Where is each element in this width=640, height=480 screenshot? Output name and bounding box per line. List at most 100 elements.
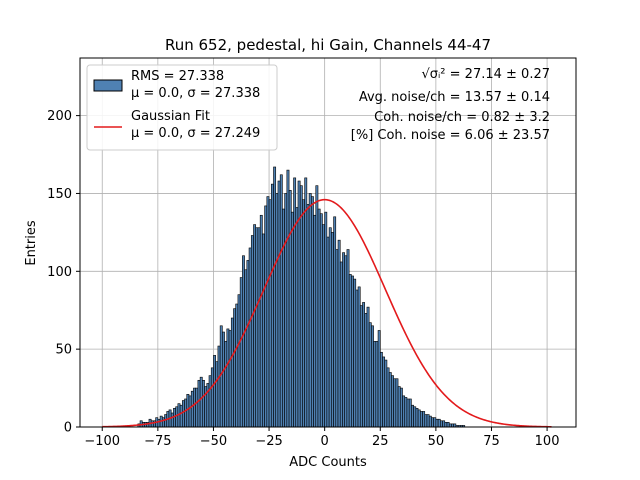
histogram-bar [299,185,303,428]
histogram-bar [377,330,381,428]
y-axis-label: Entries [24,220,39,266]
histogram-bar [359,305,363,428]
x-tick-label: 50 [428,434,445,449]
histogram-bar [331,232,334,428]
histogram-bar [275,193,279,428]
histogram-bar [437,418,441,428]
histogram-bar [368,322,372,428]
histogram-bar [179,404,183,428]
histogram-bar [315,185,319,428]
histogram-bar [222,331,225,428]
x-tick-label: −100 [84,434,120,449]
x-axis-label: ADC Counts [289,455,367,470]
histogram-bar [337,239,341,428]
histogram-bar [244,269,248,428]
histogram-bar [226,328,230,428]
histogram-bar [366,306,370,428]
histogram-bar [202,379,205,428]
annotation-coh-noise-label: Coh. noise/ch [374,110,462,125]
histogram-bar [424,414,428,428]
legend-histogram-label: RMS = 27.338 [131,69,224,84]
annotation-avg-noise-value: = 13.57 ± 0.14 [446,90,550,105]
histogram-bar [270,183,274,428]
histogram-bar [402,395,406,428]
histogram-bar [293,177,297,428]
histogram-bar [173,408,176,428]
histogram-bar [237,294,241,428]
histogram-bar [382,356,386,428]
histogram-bar [440,420,443,428]
histogram-bar [342,252,345,428]
histogram-bar [388,372,392,428]
histogram-bar [386,367,390,428]
histogram-bar [371,325,374,428]
chart-title: Run 652, pedestal, hi Gain, Channels 44-… [165,36,491,54]
x-tick-label: −25 [255,434,282,449]
x-tick-label: 75 [483,434,500,449]
histogram-bar [215,361,219,428]
histogram-bar [242,255,245,428]
histogram-bar [295,207,299,428]
annotation-box: √σᵢ² = 27.14 ± 0.27 Avg. noise/ch = 13.5… [351,67,550,143]
histogram-bar [190,390,194,428]
histogram-bar [264,205,268,428]
histogram-bar [335,249,339,428]
histogram-bar [433,417,437,428]
histogram-bar [266,196,270,428]
histogram-bar [286,169,290,428]
histogram-bar [348,274,352,428]
histogram-bar [228,330,232,428]
histogram-bar [333,216,337,428]
histogram-bar [170,412,174,428]
histogram-bar [375,341,379,428]
axis-ticks: −100 −75 −50 −25 0 25 50 75 100 0 50 100 150 200 [47,109,559,449]
annotation-coh-noise-value: = 0.82 ± 3.2 [462,110,550,125]
histogram-bar [233,308,236,428]
y-tick-label: 150 [47,187,72,202]
histogram-bar [426,414,430,428]
annotation-avg-noise: Avg. noise/ch = 13.57 ± 0.14 [359,90,550,105]
histogram-bar [328,227,332,428]
y-tick-label: 50 [55,343,72,358]
annotation-coh-noise-percent: [%] Coh. noise = 6.06 ± 23.57 [351,128,550,143]
histogram-bar [344,255,348,428]
histogram-bar [193,387,196,428]
histogram-bar [197,379,201,428]
x-tick-label: −75 [144,434,171,449]
histogram-bar [373,341,377,428]
histogram-bar [324,211,328,428]
x-tick-label: 25 [372,434,389,449]
histogram-bar [208,375,212,428]
histogram-bar [306,204,310,428]
annotation-coh-noise-percent-label: [%] Coh. noise [351,128,446,143]
y-tick-label: 0 [64,421,72,436]
annotation-coh-noise-percent-value: = 6.06 ± 23.57 [446,128,550,143]
histogram-bar [420,411,423,428]
histogram-bar [282,208,285,428]
histogram-bar [406,398,410,428]
annotation-sigma-value: = 27.14 ± 0.27 [446,67,550,82]
histogram-bar [384,359,388,428]
histogram-bar [210,367,214,428]
histogram-bar [213,355,216,428]
histogram-bar [253,224,257,428]
histogram-bar [322,224,325,428]
legend-fit-label: Gaussian Fit [131,109,210,124]
histogram-bar [326,236,330,428]
histogram-bar [351,275,354,428]
histogram-bar [161,417,165,428]
histogram-bar [230,317,234,428]
histogram-bar [391,375,394,428]
histogram-bar [435,418,439,428]
x-tick-label: −50 [200,434,227,449]
histogram-bar [262,233,265,428]
legend-histogram-swatch [93,79,123,92]
histogram-bar [224,341,228,428]
plot-frame [79,57,577,428]
histogram-bar [308,193,312,428]
annotation-avg-noise-label: Avg. noise/ch [359,90,446,105]
histogram-bar [413,406,417,428]
histogram-bar [268,199,272,428]
histogram-bar [346,249,350,428]
y-tick-label: 100 [47,265,72,280]
